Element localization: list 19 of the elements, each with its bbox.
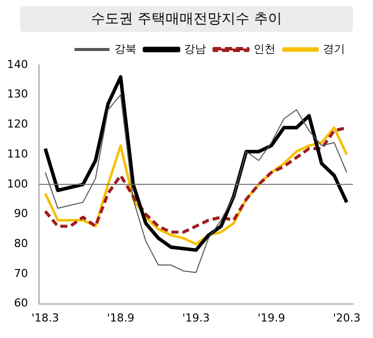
y-tick-label: 120 — [6, 118, 28, 131]
y-tick-label: 70 — [14, 266, 28, 280]
x-tick-label: '20.3 — [332, 311, 360, 324]
y-tick-label: 130 — [6, 88, 28, 101]
x-tick-label: '18.3 — [32, 311, 60, 324]
y-tick-label: 140 — [6, 58, 28, 71]
y-tick-label: 110 — [6, 147, 28, 160]
x-tick-label: '19.3 — [182, 311, 210, 324]
legend-label: 경기 — [323, 42, 345, 56]
legend-label: 강남 — [184, 42, 206, 56]
y-tick-label: 100 — [6, 177, 28, 190]
y-tick-label: 60 — [14, 296, 28, 310]
chart-title: 수도권 주택매매전망지수 추이 — [20, 6, 353, 32]
y-tick-label: 90 — [14, 207, 28, 220]
y-tick-label: 80 — [14, 236, 28, 250]
legend-label: 인천 — [254, 42, 276, 56]
x-tick-label: '18.9 — [106, 311, 134, 324]
legend-label: 강북 — [114, 42, 136, 56]
x-tick-label: '19.9 — [258, 311, 286, 324]
